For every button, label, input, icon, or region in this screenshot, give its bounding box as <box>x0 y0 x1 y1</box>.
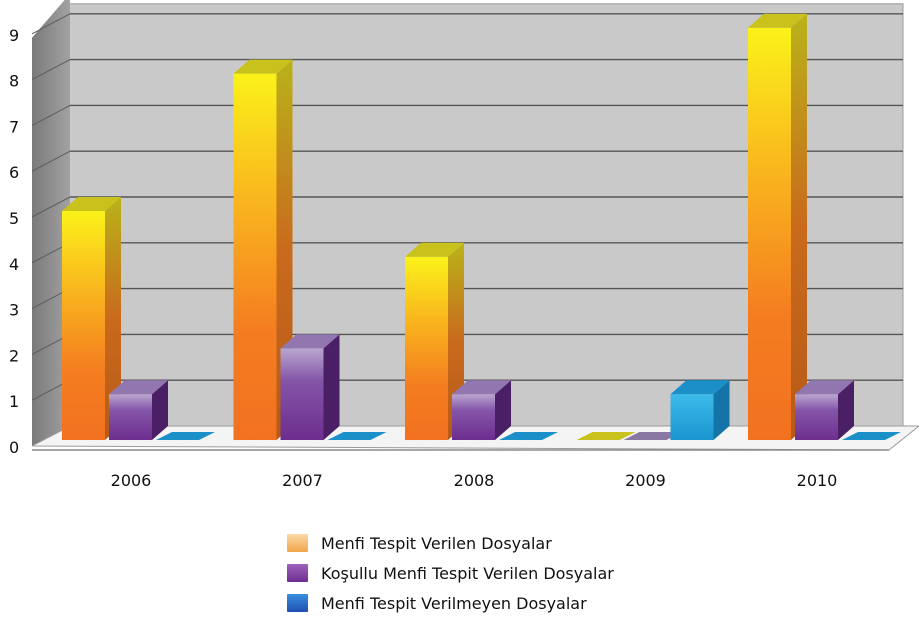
legend-label: Menfi Tespit Verilmeyen Dosyalar <box>321 593 587 613</box>
y-tick-label: 1 <box>9 392 19 411</box>
y-tick-label: 5 <box>9 209 19 228</box>
bar-top <box>452 380 511 395</box>
bar-side <box>105 197 121 440</box>
gridline-side <box>31 59 71 81</box>
bar-top <box>405 242 464 257</box>
gridline-side <box>31 150 71 172</box>
x-tick-label: 2006 <box>111 471 152 490</box>
side-wall <box>32 0 70 446</box>
bar <box>280 348 324 440</box>
bar-zero <box>499 432 558 440</box>
y-tick-label: 4 <box>9 255 19 274</box>
bar-zero <box>842 432 901 440</box>
bar-top <box>233 59 293 74</box>
bar <box>109 394 152 440</box>
legend-label: Menfi Tespit Verilen Dosyalar <box>321 533 552 553</box>
bar <box>233 73 277 440</box>
legend-label: Koşullu Menfi Tespit Verilen Dosyalar <box>321 563 614 583</box>
x-tick-label: 2010 <box>797 471 838 490</box>
bar-side <box>713 380 730 440</box>
bar-zero <box>623 432 683 440</box>
bar-side <box>495 380 511 440</box>
y-tick-label: 0 <box>9 438 19 457</box>
bar <box>795 394 838 440</box>
bar-zero <box>327 432 387 440</box>
bar-zero <box>156 432 215 440</box>
y-tick-label: 8 <box>9 72 19 91</box>
y-tick-label: 2 <box>9 346 19 365</box>
bar-side <box>323 334 340 440</box>
bar-side <box>791 13 807 441</box>
y-tick-label: 6 <box>9 163 19 182</box>
legend: Menfi Tespit Verilen Dosyalar Koşullu Me… <box>287 528 614 618</box>
x-tick-label: 2008 <box>454 471 495 490</box>
axis-ticks: 0 1 2 3 4 5 6 7 8 9 2006 2007 2008 2009 2010 <box>9 26 837 490</box>
bar <box>670 394 714 440</box>
bar-top <box>670 380 730 395</box>
y-tick-label: 9 <box>9 26 19 45</box>
legend-item-series-1: Menfi Tespit Verilen Dosyalar <box>287 528 614 558</box>
bar <box>405 256 448 440</box>
x-tick-label: 2007 <box>282 471 323 490</box>
bars <box>62 13 901 441</box>
bar-side <box>152 380 168 440</box>
bar-zero <box>576 432 636 440</box>
bar-top <box>109 380 168 395</box>
x-tick-label: 2009 <box>625 471 666 490</box>
bar-top <box>748 13 807 28</box>
y-tick-label: 7 <box>9 117 19 136</box>
y-tick-label: 3 <box>9 301 19 320</box>
legend-swatch-orange <box>287 534 308 552</box>
legend-item-series-3: Menfi Tespit Verilmeyen Dosyalar <box>287 588 614 618</box>
gridline-side <box>31 196 71 218</box>
gridline-side <box>31 104 71 126</box>
bar-top <box>62 197 121 211</box>
gridline-side <box>31 13 71 35</box>
legend-swatch-purple <box>287 564 308 582</box>
bar <box>452 394 495 440</box>
bar <box>62 211 105 440</box>
bar-side <box>838 380 854 440</box>
bar <box>748 27 791 441</box>
legend-swatch-blue <box>287 594 308 612</box>
bar-top <box>280 334 340 349</box>
legend-item-series-2: Koşullu Menfi Tespit Verilen Dosyalar <box>287 558 614 588</box>
bar-top <box>795 380 854 395</box>
